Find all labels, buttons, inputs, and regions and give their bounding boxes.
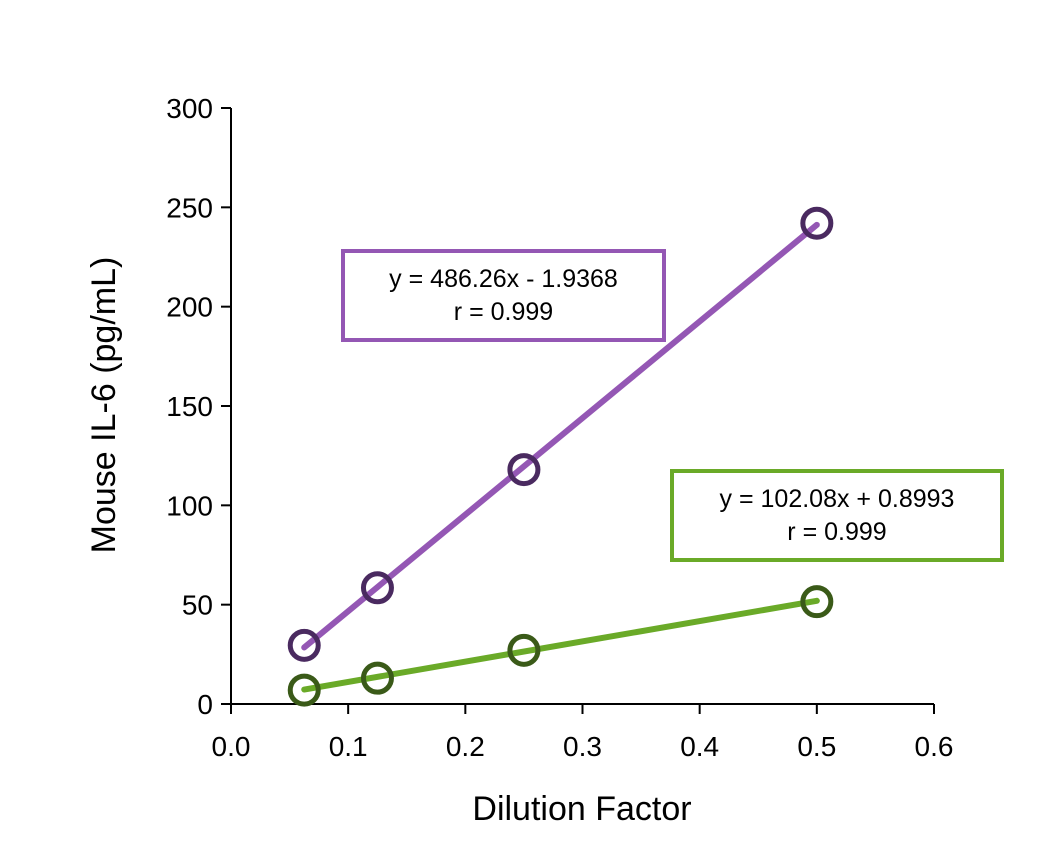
trendline-equation: y = 102.08x + 0.8993 [720, 485, 955, 513]
y-tick-label: 300 [166, 93, 213, 124]
y-tick-label: 0 [197, 689, 213, 720]
x-tick-label: 0.3 [563, 731, 602, 762]
axes: 0 50 100 150 200 250 300 0.0 0.1 0.2 0.3 0.4 0.5 0.6 [166, 93, 953, 762]
equation-box-series-1 [341, 249, 666, 342]
equation-box-series-2 [670, 469, 1004, 562]
x-tick-label: 0.4 [680, 731, 719, 762]
y-tick-label: 50 [182, 590, 213, 621]
x-tick-label: 0.2 [446, 731, 485, 762]
x-tick-label: 0.0 [212, 731, 251, 762]
data-point-series-2 [507, 633, 541, 667]
data-point-series-2 [360, 661, 394, 695]
equation-boxes: y = 486.26x - 1.9368 r = 0.999 y = 102.08x… [341, 249, 1004, 562]
y-tick-label: 150 [166, 391, 213, 422]
x-axis-title: Dilution Factor [472, 790, 691, 828]
y-tick-label: 250 [166, 192, 213, 223]
x-tick-label: 0.1 [329, 731, 368, 762]
data-point-series-2 [800, 585, 834, 619]
trendline-equation: y = 486.26x - 1.9368 [389, 265, 618, 293]
y-tick-label: 100 [166, 490, 213, 521]
trendline-series-2 [301, 597, 820, 693]
data-point-series-1 [800, 206, 834, 240]
data-points [287, 206, 834, 707]
x-tick-label: 0.6 [915, 731, 954, 762]
correlation-coefficient: r = 0.999 [454, 298, 553, 326]
x-tick-label: 0.5 [797, 731, 836, 762]
data-point-series-1 [287, 628, 321, 662]
y-tick-label: 200 [166, 292, 213, 323]
data-point-series-2 [287, 673, 321, 707]
data-point-series-1 [360, 571, 394, 605]
y-axis-title: Mouse IL-6 (pg/mL) [85, 257, 123, 554]
correlation-coefficient: r = 0.999 [787, 518, 886, 546]
data-point-series-1 [507, 453, 541, 487]
